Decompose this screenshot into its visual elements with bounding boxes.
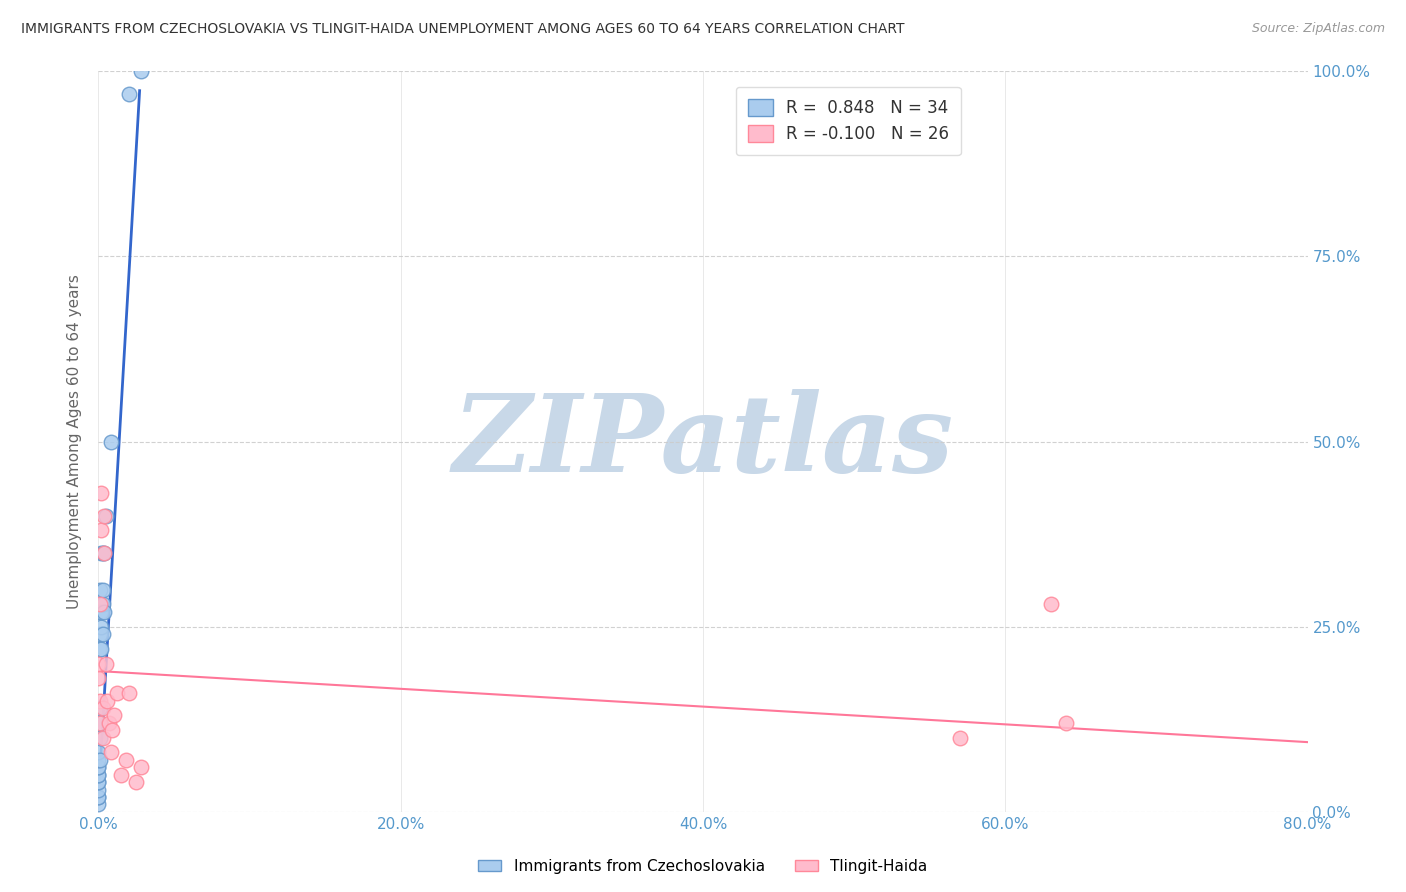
Point xyxy=(87,657,110,671)
Point xyxy=(87,746,110,760)
Point xyxy=(89,627,111,641)
Point xyxy=(87,775,110,789)
Text: Source: ZipAtlas.com: Source: ZipAtlas.com xyxy=(1251,22,1385,36)
Point xyxy=(87,775,110,789)
Point xyxy=(91,546,114,560)
Point xyxy=(90,605,112,619)
Point xyxy=(89,582,111,597)
Point xyxy=(1054,715,1077,730)
Point xyxy=(90,546,112,560)
Point xyxy=(87,782,110,797)
Point xyxy=(90,486,112,500)
Point xyxy=(118,87,141,101)
Legend: R =  0.848   N = 34, R = -0.100   N = 26: R = 0.848 N = 34, R = -0.100 N = 26 xyxy=(735,87,960,155)
Point xyxy=(114,753,136,767)
Point xyxy=(91,582,114,597)
Point xyxy=(103,708,125,723)
Point xyxy=(89,598,111,612)
Point xyxy=(93,546,115,560)
Point xyxy=(93,508,115,523)
Point xyxy=(91,598,114,612)
Legend: Immigrants from Czechoslovakia, Tlingit-Haida: Immigrants from Czechoslovakia, Tlingit-… xyxy=(472,853,934,880)
Point xyxy=(89,605,111,619)
Point xyxy=(1039,598,1062,612)
Point xyxy=(87,767,110,781)
Point xyxy=(87,760,110,774)
Text: ZIPatlas: ZIPatlas xyxy=(453,389,953,494)
Point xyxy=(118,686,141,700)
Point xyxy=(96,694,118,708)
Point xyxy=(89,715,111,730)
Point xyxy=(93,605,115,619)
Point xyxy=(129,760,152,774)
Point xyxy=(91,731,114,745)
Point xyxy=(91,701,114,715)
Point xyxy=(129,64,152,78)
Point xyxy=(125,775,148,789)
Point xyxy=(105,686,128,700)
Point xyxy=(89,701,111,715)
Point xyxy=(101,723,124,738)
Point xyxy=(949,731,972,745)
Point xyxy=(87,789,110,804)
Y-axis label: Unemployment Among Ages 60 to 64 years: Unemployment Among Ages 60 to 64 years xyxy=(67,274,83,609)
Point xyxy=(100,746,122,760)
Point xyxy=(87,797,110,812)
Point xyxy=(89,715,111,730)
Point xyxy=(98,715,121,730)
Point xyxy=(87,672,110,686)
Point xyxy=(93,546,115,560)
Point xyxy=(89,694,111,708)
Point xyxy=(87,767,110,781)
Point xyxy=(90,641,112,656)
Point xyxy=(89,753,111,767)
Point xyxy=(91,627,114,641)
Text: IMMIGRANTS FROM CZECHOSLOVAKIA VS TLINGIT-HAIDA UNEMPLOYMENT AMONG AGES 60 TO 64: IMMIGRANTS FROM CZECHOSLOVAKIA VS TLINGI… xyxy=(21,22,904,37)
Point xyxy=(89,641,111,656)
Point xyxy=(89,731,111,745)
Point xyxy=(94,508,117,523)
Point xyxy=(110,767,132,781)
Point xyxy=(87,789,110,804)
Point xyxy=(90,619,112,633)
Point xyxy=(87,760,110,774)
Point xyxy=(87,753,110,767)
Point xyxy=(100,434,122,449)
Point xyxy=(94,657,117,671)
Point xyxy=(90,524,112,538)
